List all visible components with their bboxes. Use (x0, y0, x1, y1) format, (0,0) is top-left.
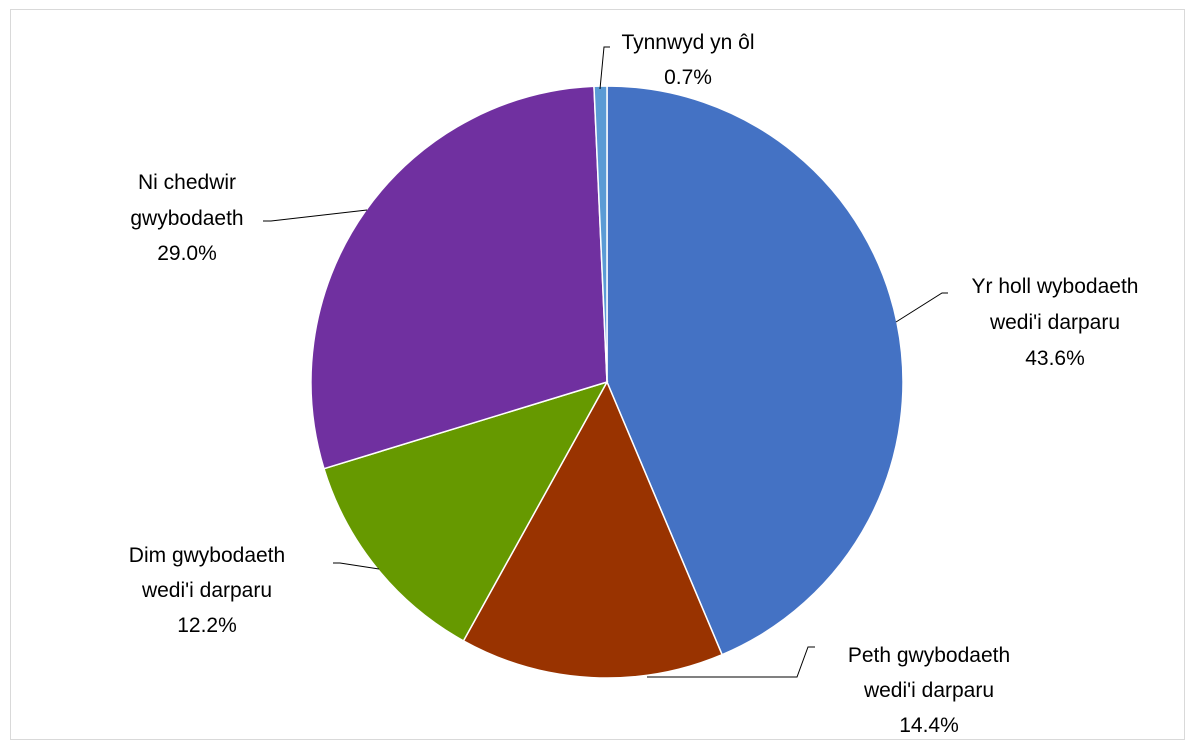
slice-label-line-1: Yr holl wybodaeth (972, 275, 1139, 298)
pie-slice-0 (606, 85, 904, 656)
slice-label-line-1: Dim gwybodaeth (129, 544, 285, 567)
slice-label-line-2: wedi'i darparu (141, 579, 272, 602)
leader-line-slice-1 (647, 646, 815, 678)
slice-percent-label: 12.2% (177, 614, 237, 637)
slice-label-line-1: Peth gwybodaeth (848, 644, 1010, 667)
data-labels: Yr holl wybodaeth wedi'i darparu 43.6% P… (129, 31, 1139, 737)
slice-label-line-1: Ni chedwir (138, 171, 236, 194)
slice-percent-label: 43.6% (1025, 347, 1085, 370)
slice-label-line-1: Tynnwyd yn ôl (621, 31, 754, 54)
slice-percent-label: 0.7% (664, 66, 712, 89)
slice-label-line-2: wedi'i darparu (989, 311, 1120, 334)
slice-label-line-2: wedi'i darparu (863, 679, 994, 702)
leader-lines (263, 46, 948, 678)
leader-line-slice-4 (599, 46, 610, 90)
leader-line-slice-2 (333, 562, 380, 570)
leader-line-slice-0 (895, 292, 948, 323)
slice-label-line-2: gwybodaeth (130, 207, 243, 230)
slice-percent-label: 29.0% (157, 242, 217, 265)
slice-percent-label: 14.4% (899, 714, 959, 737)
pie-slice-1 (462, 380, 724, 679)
pie-slices (310, 85, 904, 679)
leader-line-slice-3 (263, 209, 368, 222)
pie-slice-3 (310, 85, 608, 470)
